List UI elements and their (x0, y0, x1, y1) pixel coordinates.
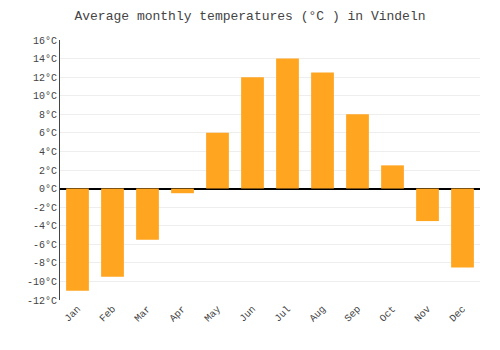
svg-text:Apr: Apr (168, 304, 189, 325)
svg-text:-8°C: -8°C (33, 258, 57, 269)
svg-text:-6°C: -6°C (33, 240, 57, 251)
svg-text:10°C: 10°C (33, 91, 57, 102)
svg-text:Feb: Feb (98, 304, 119, 325)
svg-text:6°C: 6°C (39, 128, 57, 139)
svg-text:4°C: 4°C (39, 147, 57, 158)
svg-text:Jul: Jul (273, 304, 294, 325)
svg-text:Jan: Jan (63, 304, 84, 325)
svg-text:Nov: Nov (413, 304, 434, 325)
svg-text:Aug: Aug (308, 304, 329, 325)
svg-text:Average monthly temperatures (: Average monthly temperatures (°C ) in Vi… (74, 9, 425, 24)
svg-text:Oct: Oct (378, 304, 399, 325)
svg-text:-2°C: -2°C (33, 203, 57, 214)
svg-text:Dec: Dec (448, 304, 469, 325)
svg-text:-12°C: -12°C (27, 296, 57, 307)
svg-text:8°C: 8°C (39, 110, 57, 121)
svg-text:12°C: 12°C (33, 73, 57, 84)
svg-text:-4°C: -4°C (33, 221, 57, 232)
svg-text:Jun: Jun (238, 304, 259, 325)
svg-text:Mar: Mar (133, 304, 154, 325)
svg-text:16°C: 16°C (33, 36, 57, 47)
svg-text:0°C: 0°C (39, 184, 57, 195)
svg-text:May: May (203, 304, 224, 325)
svg-text:14°C: 14°C (33, 54, 57, 65)
svg-text:2°C: 2°C (39, 166, 57, 177)
svg-text:-10°C: -10°C (27, 277, 57, 288)
svg-text:Sep: Sep (343, 304, 364, 325)
